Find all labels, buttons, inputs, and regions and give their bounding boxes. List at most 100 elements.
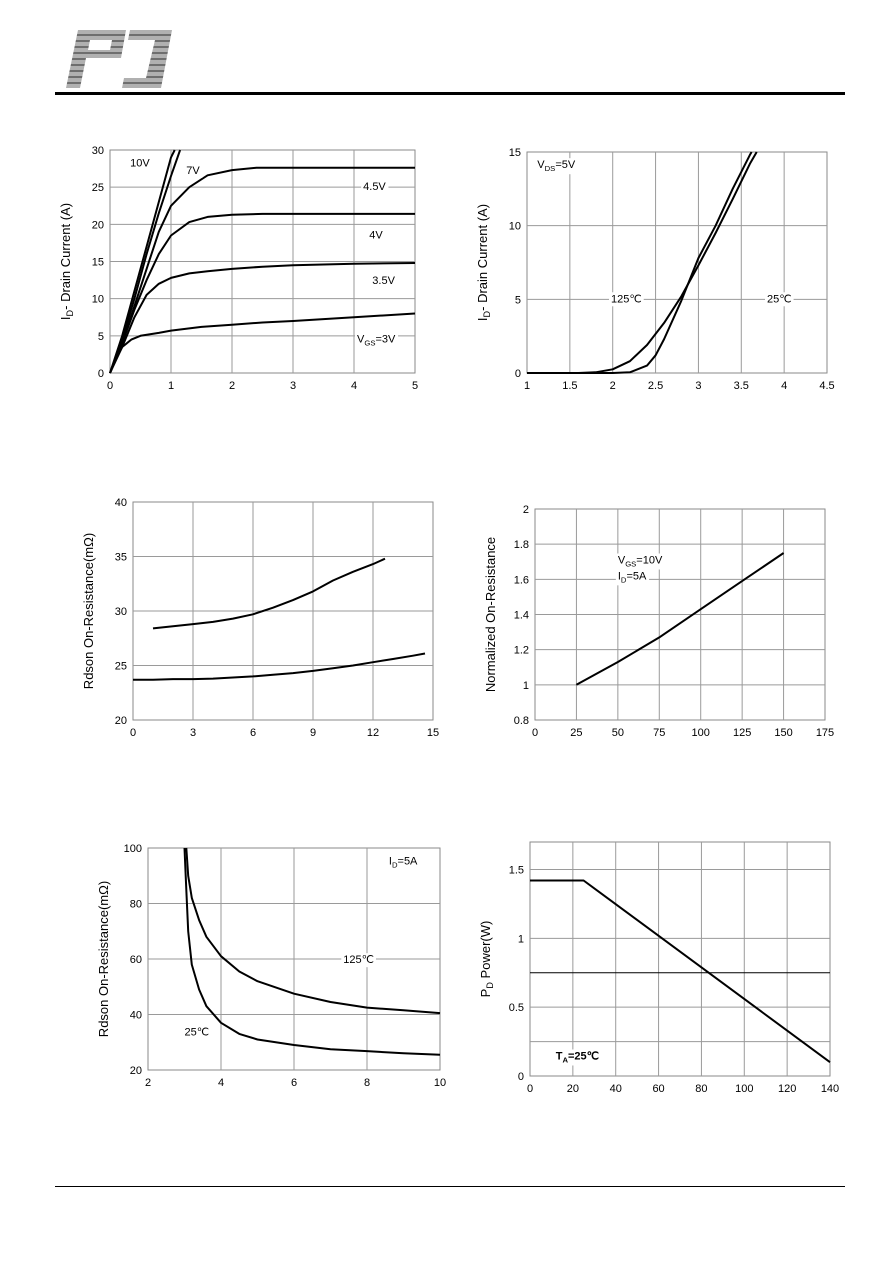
annotation-bg <box>367 228 386 243</box>
x-tick-label: 140 <box>821 1083 839 1095</box>
x-tick-label: 3 <box>190 727 196 739</box>
annotation-bg <box>184 163 203 178</box>
annotation-label: 7V <box>186 165 200 177</box>
y-axis-label: ID- Drain Current (A) <box>58 203 75 320</box>
x-tick-label: 6 <box>250 727 256 739</box>
y-tick-label: 1 <box>523 680 529 692</box>
x-tick-label: 60 <box>652 1083 664 1095</box>
series-line <box>152 557 386 630</box>
series-line <box>530 879 831 1064</box>
y-tick-label: 1.5 <box>509 865 524 877</box>
x-tick-label: 1 <box>168 380 174 392</box>
x-tick-label: 3 <box>695 380 701 392</box>
y-tick-label: 15 <box>92 257 104 269</box>
chart-rdson-vs-vgs: 2 4 6 8 10 20 40 60 80 100 Rdson On-Resistance(mΩ)… <box>60 835 450 1100</box>
y-tick-label: 0 <box>515 368 521 380</box>
x-tick-label: 6 <box>291 1077 297 1089</box>
annotation-label: VGS=3V <box>357 334 396 348</box>
annotation-bg <box>341 953 376 968</box>
y-tick-label: 40 <box>130 1010 142 1022</box>
x-tick-label: 4.5 <box>819 380 834 392</box>
x-tick-label: 100 <box>692 727 710 739</box>
series-line <box>109 166 415 374</box>
series-line <box>109 262 416 374</box>
c6-svg: 0 20 40 60 80 100 120 140 0 0.5 1 1.5 PD Power(W) TA=… <box>478 841 839 1095</box>
company-logo <box>66 28 172 90</box>
annotation-label: ID=5A <box>389 856 418 870</box>
x-tick-label: 1.5 <box>562 380 577 392</box>
annotation-label: 25℃ <box>185 1026 210 1038</box>
annotation-label: 4V <box>369 229 383 241</box>
x-tick-label: 5 <box>412 380 418 392</box>
y-tick-label: 40 <box>115 497 127 509</box>
series-line <box>133 652 426 681</box>
series-line <box>109 312 416 374</box>
y-tick-label: 5 <box>98 331 104 343</box>
annotation-bg <box>765 292 794 307</box>
y-tick-label: 30 <box>115 606 127 618</box>
y-tick-label: 35 <box>115 552 127 564</box>
x-tick-label: 25 <box>570 727 582 739</box>
y-tick-label: 0.5 <box>509 1002 524 1014</box>
x-tick-label: 15 <box>427 727 439 739</box>
y-tick-label: 20 <box>92 219 104 231</box>
x-tick-label: 9 <box>310 727 316 739</box>
y-tick-label: 5 <box>515 294 521 306</box>
c3-svg: 0 3 6 9 12 15 20 25 30 35 40 Rdson On-Resistance(mΩ… <box>81 497 439 739</box>
annotation-label: 125℃ <box>343 954 374 966</box>
y-axis-label: PD Power(W) <box>478 921 495 998</box>
x-tick-label: 4 <box>351 380 357 392</box>
annotation-label: 10V <box>130 157 150 169</box>
y-tick-label: 1.8 <box>514 539 529 551</box>
series-line <box>527 151 753 374</box>
annotation-label: 3.5V <box>372 275 395 287</box>
y-tick-label: 1.4 <box>514 610 529 622</box>
annotation-bg <box>386 854 421 871</box>
y-tick-label: 80 <box>130 899 142 911</box>
x-tick-label: 8 <box>364 1077 370 1089</box>
annotation-bg <box>615 553 665 570</box>
annotation-bg <box>128 156 153 171</box>
annotation-label: 25℃ <box>767 293 792 305</box>
y-tick-label: 1.2 <box>514 645 529 657</box>
y-tick-label: 30 <box>92 145 104 157</box>
plot-area <box>526 151 828 374</box>
y-tick-label: 0.8 <box>514 715 529 727</box>
y-tick-label: 25 <box>92 182 104 194</box>
annotation-bg <box>609 292 644 307</box>
x-tick-label: 0 <box>527 1083 533 1095</box>
y-axis-label: Rdson On-Resistance(mΩ) <box>96 881 111 1037</box>
x-tick-label: 50 <box>612 727 624 739</box>
y-tick-label: 10 <box>92 294 104 306</box>
y-tick-label: 2 <box>523 504 529 516</box>
y-tick-label: 60 <box>130 954 142 966</box>
x-tick-label: 40 <box>610 1083 622 1095</box>
annotation-label: 4.5V <box>363 181 386 193</box>
y-tick-label: 20 <box>115 715 127 727</box>
y-tick-label: 0 <box>98 368 104 380</box>
header-rule <box>55 92 845 95</box>
x-tick-label: 1 <box>524 380 530 392</box>
series-line <box>575 552 785 686</box>
x-tick-label: 4 <box>781 380 787 392</box>
x-tick-label: 100 <box>735 1083 753 1095</box>
x-tick-label: 2 <box>610 380 616 392</box>
annotation-bg <box>355 332 399 349</box>
series-line <box>109 149 182 374</box>
x-tick-label: 0 <box>130 727 136 739</box>
annotation-label: VGS=10V <box>618 555 663 569</box>
x-tick-label: 75 <box>653 727 665 739</box>
plot-area <box>529 841 831 1077</box>
y-tick-label: 100 <box>124 843 142 855</box>
x-tick-label: 3.5 <box>734 380 749 392</box>
chart-drain-current-vs-vds: 0 1 2 3 4 5 0 5 10 15 20 25 30 ID- Drain Current (A) 1… <box>50 140 430 400</box>
x-tick-label: 4 <box>218 1077 224 1089</box>
c4-svg: 0 25 50 75 100 125 150 175 0.8 1 1.2 1.4 1.6 1.8 2 Norm… <box>483 504 834 739</box>
annotation-bg <box>553 1049 602 1066</box>
series-line <box>183 847 441 1056</box>
c5-svg: 2 4 6 8 10 20 40 60 80 100 Rdson On-Resistance(mΩ)… <box>96 843 446 1089</box>
annotation-bg <box>615 569 650 586</box>
annotation-bg <box>370 273 398 288</box>
y-tick-label: 20 <box>130 1065 142 1077</box>
annotation-label: TA=25℃ <box>556 1050 599 1064</box>
